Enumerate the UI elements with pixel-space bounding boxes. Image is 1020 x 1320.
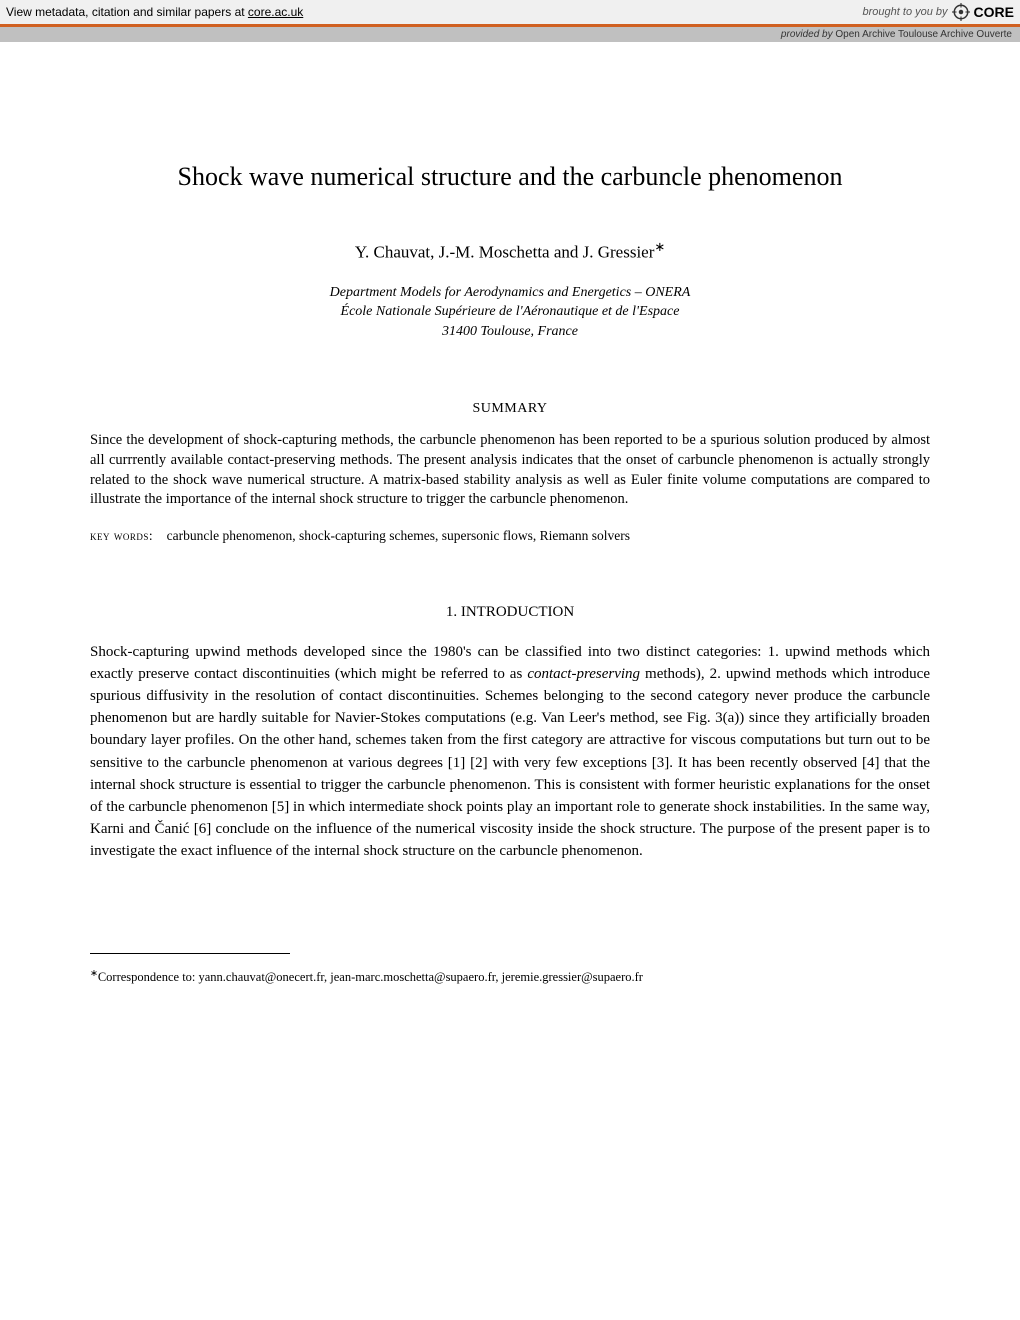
metadata-banner: View metadata, citation and similar pape… — [0, 0, 1020, 27]
authors-line: Y. Chauvat, J.-M. Moschetta and J. Gress… — [90, 240, 930, 263]
footnote-text: Correspondence to: yann.chauvat@onecert.… — [98, 970, 643, 984]
summary-heading: SUMMARY — [90, 401, 930, 417]
affiliation-line-1: Department Models for Aerodynamics and E… — [90, 283, 930, 303]
banner-left-content: View metadata, citation and similar pape… — [6, 5, 303, 19]
intro-paragraph: Shock-capturing upwind methods developed… — [90, 641, 930, 863]
paper-title: Shock wave numerical structure and the c… — [90, 162, 930, 192]
core-link[interactable]: core.ac.uk — [248, 5, 303, 19]
affiliation-line-2: École Nationale Supérieure de l'Aéronaut… — [90, 302, 930, 322]
banner-right-content: brought to you by CORE — [863, 3, 1014, 21]
keywords-label: key words: — [90, 528, 153, 543]
footnote-separator — [90, 953, 290, 954]
intro-text-part2: methods), 2. upwind methods which introd… — [90, 666, 930, 860]
provided-by-label: provided by — [781, 29, 835, 40]
correspondence-footnote: ∗Correspondence to: yann.chauvat@onecert… — [90, 968, 930, 985]
core-icon — [952, 3, 970, 21]
affiliation-block: Department Models for Aerodynamics and E… — [90, 283, 930, 342]
provider-banner: provided by Open Archive Toulouse Archiv… — [0, 27, 1020, 42]
core-label: CORE — [974, 4, 1014, 20]
affiliation-line-3: 31400 Toulouse, France — [90, 322, 930, 342]
provider-link[interactable]: Open Archive Toulouse Archive Ouverte — [835, 29, 1012, 40]
authors-text: Y. Chauvat, J.-M. Moschetta and J. Gress… — [355, 243, 655, 262]
section-1-heading: 1. INTRODUCTION — [90, 604, 930, 621]
summary-paragraph: Since the development of shock-capturing… — [90, 431, 930, 509]
core-logo[interactable]: CORE — [952, 3, 1014, 21]
intro-italic-term: contact-preserving — [527, 666, 640, 682]
corresponding-marker: ∗ — [654, 240, 665, 254]
keywords-line: key words: carbuncle phenomenon, shock-c… — [90, 528, 930, 544]
paper-body: Shock wave numerical structure and the c… — [0, 42, 1020, 1045]
keywords-text: carbuncle phenomenon, shock-capturing sc… — [167, 528, 630, 543]
banner-left-text: View metadata, citation and similar pape… — [6, 5, 248, 19]
brought-by-text: brought to you by — [863, 6, 948, 18]
footnote-marker: ∗ — [90, 969, 98, 979]
